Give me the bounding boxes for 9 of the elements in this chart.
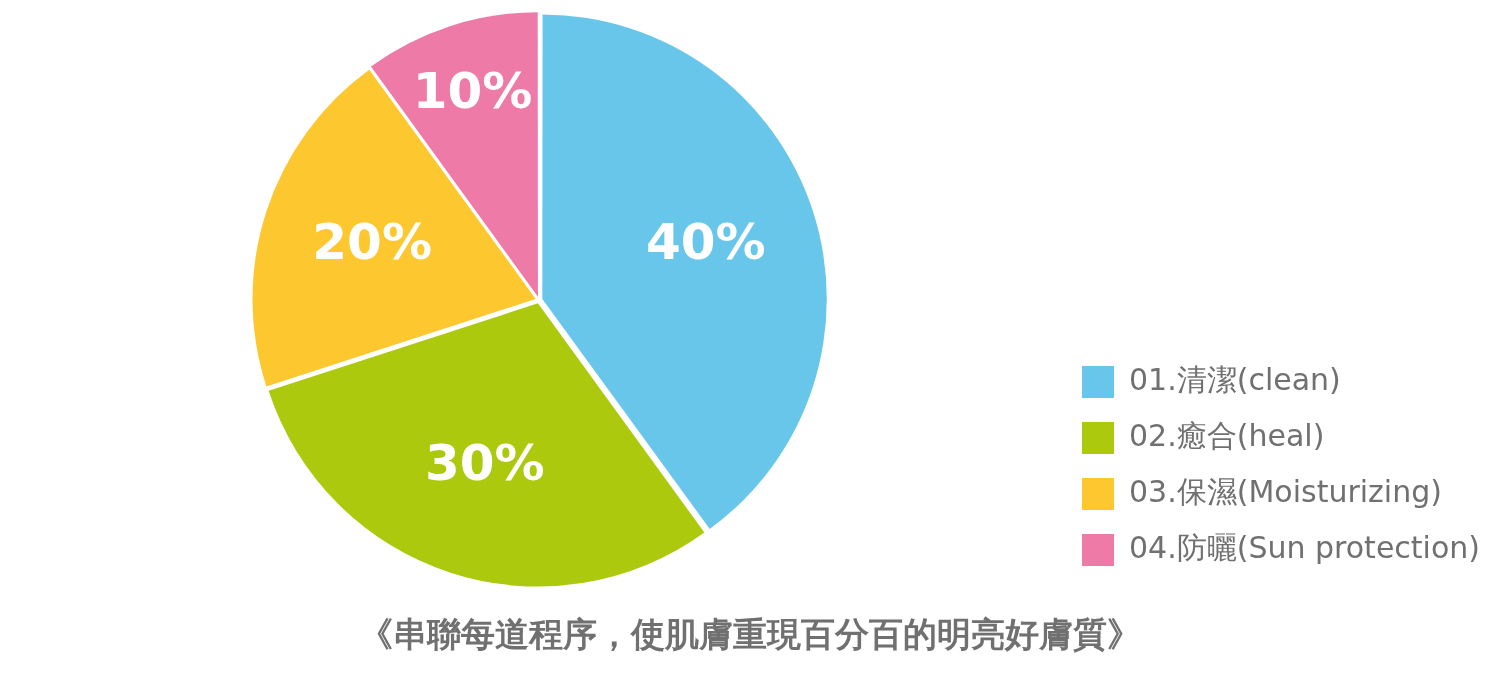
text: 《串聯每道程序，使肌膚重現百分百的明亮好膚質》	[358, 613, 1142, 656]
data-label: 10%	[412, 62, 533, 121]
data-label: 30%	[424, 433, 545, 492]
legend-label: 04.防曬(Sun protection)	[1129, 529, 1481, 565]
legend-label: 02.癒合(heal)	[1129, 417, 1325, 453]
legend-label: 01.清潔(clean)	[1129, 361, 1341, 397]
data-label: 20%	[312, 212, 432, 271]
legend-label: 03.保濕(Moisturizing)	[1129, 473, 1442, 509]
data-label: 40%	[646, 212, 766, 271]
